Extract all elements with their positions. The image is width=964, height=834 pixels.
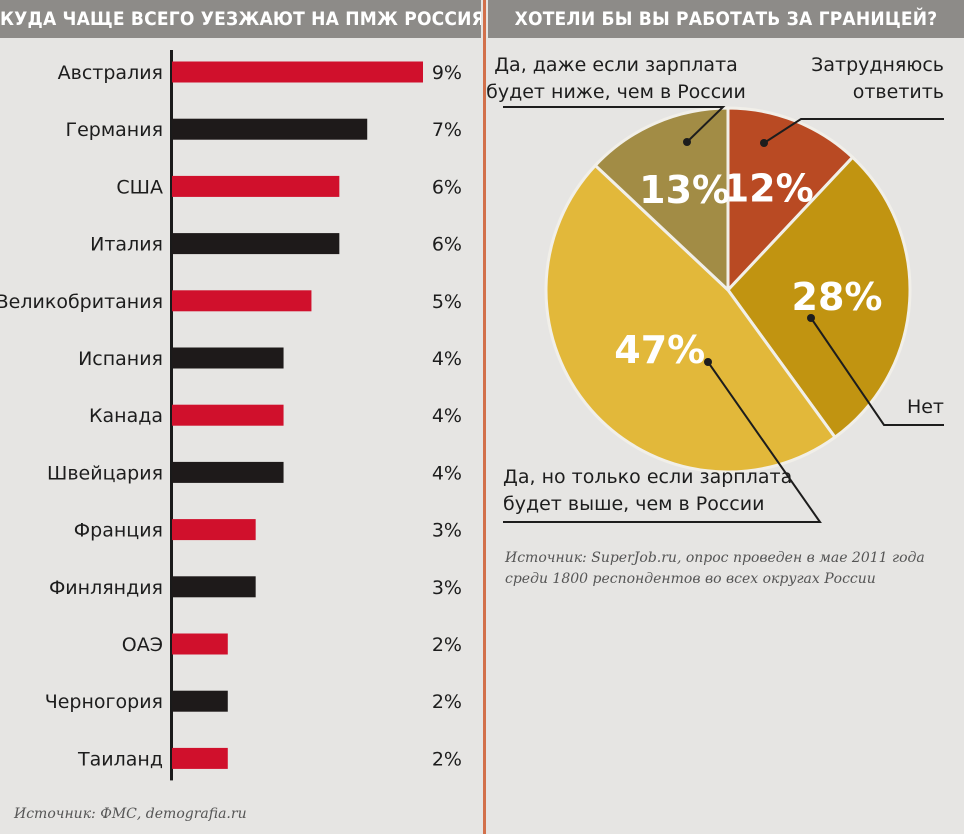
category-label: Франция — [74, 520, 163, 542]
category-label: США — [116, 176, 163, 198]
category-label: Швейцария — [47, 462, 163, 484]
value-label: 4% — [432, 462, 462, 484]
value-label: 5% — [432, 291, 462, 313]
annotation-lower-salary-line-2: будет ниже, чем в России — [486, 81, 746, 103]
bar-4 — [172, 233, 340, 255]
category-label: Германия — [65, 119, 163, 141]
pie-chart: 12% 28% 47% 13% — [544, 106, 912, 474]
value-label: 7% — [432, 119, 462, 141]
bar-axis-line — [170, 50, 173, 781]
value-label: 3% — [432, 577, 462, 599]
value-label: 4% — [432, 348, 462, 370]
category-label: ОАЭ — [122, 634, 163, 656]
bar-8 — [172, 461, 284, 483]
leader-lower-salary — [503, 106, 726, 143]
bar-11 — [172, 633, 228, 655]
leader-dot-no — [807, 314, 815, 322]
pie-slice-label-3: 47% — [614, 328, 705, 372]
pie-slice-label-4: 13% — [639, 168, 730, 212]
bar-chart: Австралия 9% Германия 7% США 6% Италия 6% Велико… — [0, 50, 462, 781]
leader-unsure — [763, 118, 944, 144]
bar-9 — [172, 519, 256, 541]
bar-chart-title: КУДА ЧАЩЕ ВСЕГО УЕЗЖАЮТ НА ПМЖ РОССИЯНЕ — [0, 0, 481, 38]
category-label: Испания — [78, 348, 163, 370]
bar-12 — [172, 690, 228, 712]
pie-chart-source-line-1: Источник: SuperJob.ru, опрос проведен в … — [504, 550, 925, 566]
value-label: 4% — [432, 405, 462, 427]
leader-dot-higher-salary — [704, 358, 712, 366]
leader-higher-salary — [503, 361, 822, 523]
annotation-higher-salary-line-2: будет выше, чем в России — [503, 493, 764, 515]
pie-chart-title: ХОТЕЛИ БЫ ВЫ РАБОТАТЬ ЗА ГРАНИЦЕЙ? — [488, 0, 964, 38]
category-label: Таиланд — [77, 748, 163, 770]
category-label: Финляндия — [49, 577, 163, 599]
category-label: Черногория — [45, 691, 163, 713]
annotation-unsure-line-1: Затрудняюсь — [811, 54, 944, 76]
pie-slice-4 — [593, 106, 730, 292]
pie-slice-3 — [544, 163, 837, 474]
pie-slice-label-1: 12% — [723, 166, 814, 210]
leader-dot-unsure — [760, 139, 768, 147]
bar-5 — [172, 290, 312, 312]
value-label: 2% — [432, 748, 462, 770]
category-label: Австралия — [58, 62, 163, 84]
pie-slice-2 — [726, 155, 912, 439]
value-label: 9% — [432, 62, 462, 84]
category-label: Италия — [90, 234, 163, 256]
pie-annotations: Да, даже если зарплата будет ниже, чем в … — [486, 54, 944, 523]
pie-slice-label-2: 28% — [792, 275, 883, 319]
category-label: Канада — [89, 405, 163, 427]
bar-chart-source: Источник: ФМС, demografia.ru — [13, 806, 247, 822]
value-label: 6% — [432, 176, 462, 198]
annotation-no: Нет — [907, 396, 944, 418]
panel-divider — [481, 0, 488, 834]
pie-slice-1 — [726, 106, 855, 292]
bar-10 — [172, 576, 256, 598]
category-label: Великобритания — [0, 291, 163, 313]
value-label: 2% — [432, 634, 462, 656]
pie-chart-source-line-2: среди 1800 респондентов во всех округах … — [505, 571, 876, 587]
bar-7 — [172, 404, 284, 426]
bar-13 — [172, 747, 228, 769]
value-label: 3% — [432, 520, 462, 542]
annotation-unsure-line-2: ответить — [853, 81, 944, 103]
leader-dot-lower-salary — [683, 138, 691, 146]
value-label: 6% — [432, 234, 462, 256]
value-label: 2% — [432, 691, 462, 713]
annotation-higher-salary-line-1: Да, но только если зарплата — [503, 466, 792, 488]
bar-1 — [172, 61, 423, 83]
annotation-lower-salary-line-1: Да, даже если зарплата — [494, 54, 738, 76]
leader-no — [810, 317, 944, 426]
bar-2 — [172, 118, 368, 140]
bar-3 — [172, 175, 340, 197]
bar-6 — [172, 347, 284, 369]
